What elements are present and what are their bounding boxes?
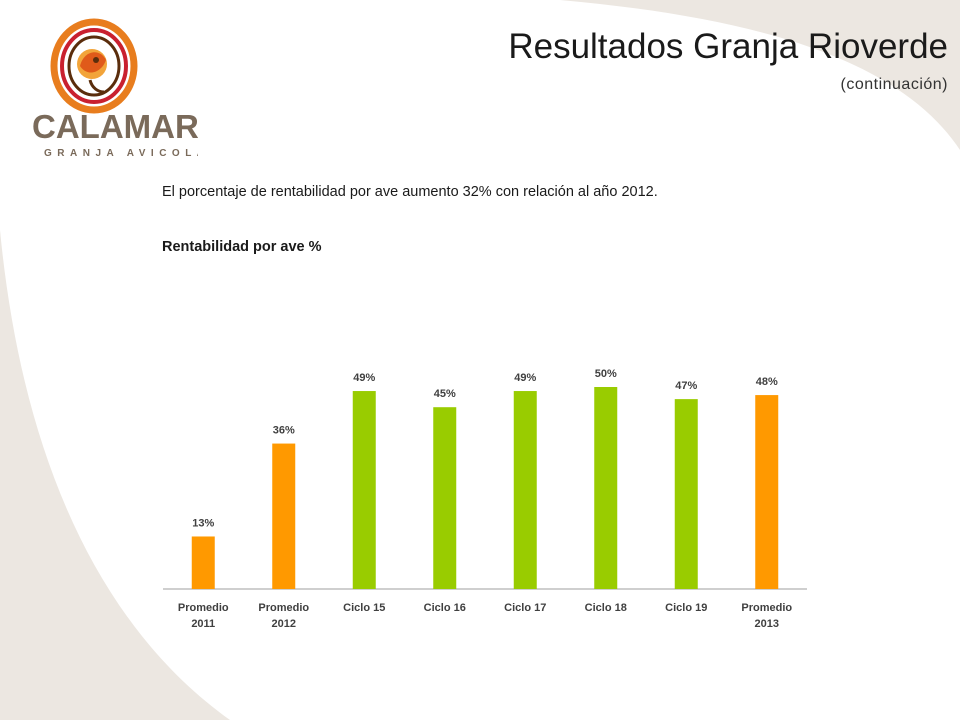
tick-label: 2011	[191, 618, 215, 630]
tick-label: Ciclo 19	[665, 602, 707, 614]
data-label: 50%	[595, 368, 617, 380]
data-label: 47%	[675, 380, 697, 392]
data-label: 49%	[353, 372, 375, 384]
data-label: 13%	[192, 517, 214, 529]
tick-label: Ciclo 15	[343, 602, 385, 614]
page-title: Resultados Granja Rioverde	[508, 27, 948, 66]
bar	[352, 391, 376, 589]
bar	[674, 399, 698, 589]
bar	[272, 443, 296, 589]
bar	[594, 387, 618, 589]
chart-caption: Rentabilidad por ave %	[162, 239, 322, 255]
data-label: 49%	[514, 372, 536, 384]
summary-text: El porcentaje de rentabilidad por ave au…	[162, 184, 658, 200]
rooster-emblem-icon	[50, 18, 138, 114]
tick-label: Ciclo 16	[424, 602, 466, 614]
logo-brand: CALAMAR	[32, 108, 198, 145]
calamar-logo: CALAMAR GRANJA AVICOLA	[32, 18, 198, 159]
data-label: 48%	[756, 376, 778, 388]
logo-tagline: GRANJA AVICOLA	[44, 148, 198, 159]
bar	[513, 391, 537, 589]
tick-label: Ciclo 18	[585, 602, 627, 614]
data-label: 36%	[273, 425, 295, 437]
tick-label: Promedio	[178, 602, 229, 614]
tick-label: Promedio	[741, 602, 792, 614]
tick-label: 2013	[755, 618, 779, 630]
tick-label: Promedio	[258, 602, 309, 614]
bar	[191, 536, 215, 589]
bar	[433, 407, 457, 589]
page-subtitle: (continuación)	[840, 76, 948, 93]
data-label: 45%	[434, 388, 456, 400]
tick-label: Ciclo 17	[504, 602, 546, 614]
bar	[755, 395, 779, 589]
tick-label: 2012	[272, 618, 296, 630]
